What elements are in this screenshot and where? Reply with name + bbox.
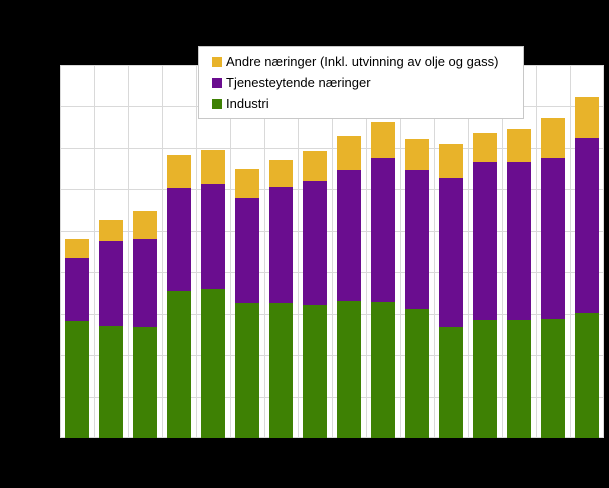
- gridline-vertical: [230, 65, 231, 438]
- bar-column: [99, 220, 123, 438]
- bar-column: [269, 160, 293, 438]
- bar-segment-andre-næringer-inkl-utvinning-av-olje-og-gass: [99, 220, 123, 241]
- legend-swatch-icon: [212, 77, 222, 88]
- bar-segment-industri: [405, 309, 429, 438]
- bar-segment-andre-næringer-inkl-utvinning-av-olje-og-gass: [201, 150, 225, 184]
- bar-segment-andre-næringer-inkl-utvinning-av-olje-og-gass: [473, 133, 497, 162]
- gridline-vertical: [60, 65, 61, 438]
- bar-column: [201, 150, 225, 438]
- bar-segment-andre-næringer-inkl-utvinning-av-olje-og-gass: [541, 118, 565, 158]
- legend-item: Andre næringer (Inkl. utvinning av olje …: [212, 51, 517, 72]
- bar-segment-tjenesteytende-næringer: [337, 170, 361, 301]
- legend-swatch-icon: [212, 98, 222, 109]
- bar-segment-tjenesteytende-næringer: [541, 158, 565, 319]
- bar-segment-industri: [65, 321, 89, 438]
- bar-segment-andre-næringer-inkl-utvinning-av-olje-og-gass: [371, 122, 395, 158]
- bar-segment-industri: [541, 319, 565, 438]
- legend: Andre næringer (Inkl. utvinning av olje …: [198, 46, 524, 119]
- gridline-vertical: [128, 65, 129, 438]
- bar-segment-andre-næringer-inkl-utvinning-av-olje-og-gass: [575, 97, 599, 138]
- bar-segment-industri: [235, 303, 259, 438]
- gridline-vertical: [366, 65, 367, 438]
- bar-segment-tjenesteytende-næringer: [507, 162, 531, 320]
- bar-segment-industri: [507, 320, 531, 438]
- bar-column: [235, 169, 259, 438]
- bar-column: [371, 122, 395, 438]
- bar-segment-andre-næringer-inkl-utvinning-av-olje-og-gass: [337, 136, 361, 170]
- bar-segment-industri: [99, 326, 123, 438]
- bar-column: [507, 129, 531, 438]
- bar-segment-tjenesteytende-næringer: [99, 241, 123, 326]
- bar-segment-andre-næringer-inkl-utvinning-av-olje-og-gass: [65, 239, 89, 258]
- bar-segment-industri: [167, 291, 191, 438]
- bar-column: [303, 151, 327, 438]
- bar-column: [473, 133, 497, 438]
- bar-segment-tjenesteytende-næringer: [133, 239, 157, 327]
- bar-segment-tjenesteytende-næringer: [167, 188, 191, 291]
- gridline-vertical: [502, 65, 503, 438]
- bar-segment-industri: [473, 320, 497, 438]
- plot-area: [60, 65, 604, 438]
- bar-segment-andre-næringer-inkl-utvinning-av-olje-og-gass: [269, 160, 293, 187]
- bar-segment-industri: [303, 305, 327, 438]
- bar-segment-industri: [439, 327, 463, 438]
- bar-segment-industri: [337, 301, 361, 438]
- gridline-vertical: [332, 65, 333, 438]
- bar-column: [65, 239, 89, 438]
- gridline-vertical: [536, 65, 537, 438]
- bar-segment-andre-næringer-inkl-utvinning-av-olje-og-gass: [439, 144, 463, 178]
- bar-segment-tjenesteytende-næringer: [235, 198, 259, 303]
- bar-segment-andre-næringer-inkl-utvinning-av-olje-og-gass: [303, 151, 327, 181]
- gridline-vertical: [434, 65, 435, 438]
- bar-column: [439, 144, 463, 438]
- bar-segment-tjenesteytende-næringer: [269, 187, 293, 303]
- bar-segment-tjenesteytende-næringer: [405, 170, 429, 309]
- bar-segment-andre-næringer-inkl-utvinning-av-olje-og-gass: [405, 139, 429, 170]
- bar-segment-andre-næringer-inkl-utvinning-av-olje-og-gass: [507, 129, 531, 162]
- bar-column: [575, 97, 599, 438]
- bar-segment-industri: [201, 289, 225, 438]
- legend-label: Andre næringer (Inkl. utvinning av olje …: [226, 54, 499, 69]
- bar-segment-tjenesteytende-næringer: [65, 258, 89, 321]
- bar-segment-andre-næringer-inkl-utvinning-av-olje-og-gass: [235, 169, 259, 198]
- gridline-vertical: [603, 65, 604, 438]
- bar-column: [541, 118, 565, 438]
- legend-item: Industri: [212, 93, 517, 114]
- gridline-vertical: [468, 65, 469, 438]
- gridline-vertical: [298, 65, 299, 438]
- bar-segment-industri: [269, 303, 293, 438]
- bar-column: [405, 139, 429, 438]
- bar-segment-industri: [371, 302, 395, 438]
- bar-column: [133, 211, 157, 438]
- bar-segment-tjenesteytende-næringer: [371, 158, 395, 302]
- legend-swatch-icon: [212, 56, 222, 67]
- bar-segment-industri: [133, 327, 157, 438]
- bar-segment-tjenesteytende-næringer: [439, 178, 463, 327]
- bar-column: [337, 136, 361, 438]
- legend-item: Tjenesteytende næringer: [212, 72, 517, 93]
- bar-segment-tjenesteytende-næringer: [303, 181, 327, 305]
- bar-segment-industri: [575, 313, 599, 438]
- gridline-vertical: [400, 65, 401, 438]
- bar-segment-andre-næringer-inkl-utvinning-av-olje-og-gass: [133, 211, 157, 239]
- bar-segment-tjenesteytende-næringer: [575, 138, 599, 313]
- bar-segment-tjenesteytende-næringer: [201, 184, 225, 289]
- bar-segment-andre-næringer-inkl-utvinning-av-olje-og-gass: [167, 155, 191, 188]
- gridline-vertical: [162, 65, 163, 438]
- bar-column: [167, 155, 191, 438]
- gridline-vertical: [264, 65, 265, 438]
- gridline-vertical: [570, 65, 571, 438]
- gridline-vertical: [196, 65, 197, 438]
- gridline-vertical: [94, 65, 95, 438]
- legend-label: Industri: [226, 96, 269, 111]
- legend-label: Tjenesteytende næringer: [226, 75, 371, 90]
- bar-segment-tjenesteytende-næringer: [473, 162, 497, 320]
